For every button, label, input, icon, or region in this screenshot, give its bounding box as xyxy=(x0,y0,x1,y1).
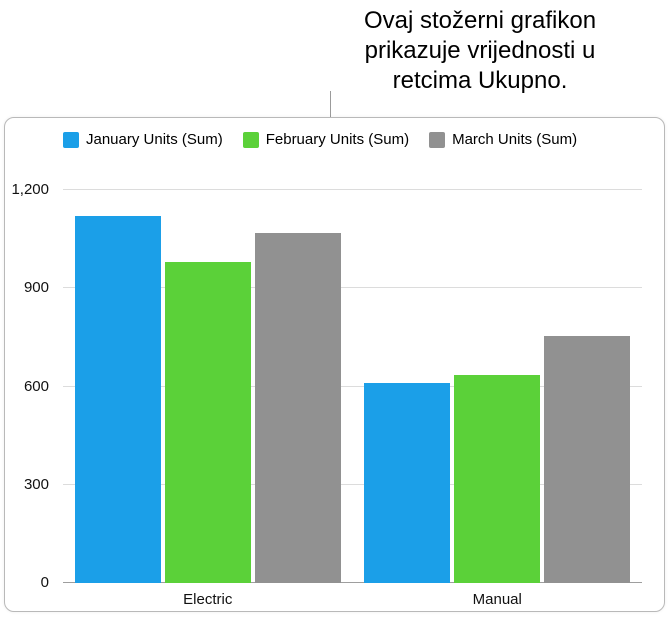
chart-card: January Units (Sum) February Units (Sum) M… xyxy=(4,117,665,612)
gridline xyxy=(63,287,642,289)
legend-label: March Units (Sum) xyxy=(452,131,578,148)
bar-electric-march[interactable] xyxy=(254,232,341,583)
bar-groups xyxy=(63,190,642,583)
y-tick-label: 300 xyxy=(23,475,49,493)
callout-connector-line xyxy=(330,91,331,117)
legend-item[interactable]: January Units (Sum) xyxy=(63,131,223,148)
legend-swatch xyxy=(63,131,79,148)
callout-text-line-3: retcima Ukupno. xyxy=(392,67,568,94)
bar-group-manual xyxy=(353,190,643,583)
x-category-label: Manual xyxy=(472,591,522,608)
y-tick-label: 1,200 xyxy=(11,181,49,198)
legend-swatch xyxy=(242,131,259,148)
legend-item[interactable]: February Units (Sum) xyxy=(242,131,410,148)
callout-text: Ovaj stožerni grafikon prikazuje vrijedn… xyxy=(295,6,665,96)
x-category-label: Electric xyxy=(183,591,233,608)
gridline xyxy=(63,483,642,485)
legend-swatch xyxy=(429,131,446,148)
y-tick-label: 0 xyxy=(40,574,49,591)
callout-text-line-1: Ovaj stožerni grafikon xyxy=(363,7,597,34)
bar-group-electric xyxy=(63,190,353,583)
callout-text-line-2: prikazuje vrijednosti u xyxy=(364,37,596,64)
bar-manual-march[interactable] xyxy=(544,335,631,583)
y-tick-label: 600 xyxy=(23,377,49,395)
bar-electric-february[interactable] xyxy=(164,262,251,583)
x-axis-labels: Electric Manual xyxy=(63,591,642,608)
bar-manual-january[interactable] xyxy=(364,383,451,583)
legend-item[interactable]: March Units (Sum) xyxy=(429,131,577,148)
gridline xyxy=(63,385,642,387)
y-tick-label: 900 xyxy=(23,279,49,297)
x-axis-baseline xyxy=(63,582,642,583)
y-axis-labels: 0 300 600 900 1,200 xyxy=(5,181,55,591)
plot-area xyxy=(63,189,642,583)
gridline xyxy=(63,189,642,190)
chart-legend[interactable]: January Units (Sum) February Units (Sum) M… xyxy=(63,131,577,148)
bar-electric-january[interactable] xyxy=(74,216,161,583)
legend-label: January Units (Sum) xyxy=(86,131,223,148)
bar-manual-february[interactable] xyxy=(454,375,541,583)
legend-label: February Units (Sum) xyxy=(265,131,410,148)
